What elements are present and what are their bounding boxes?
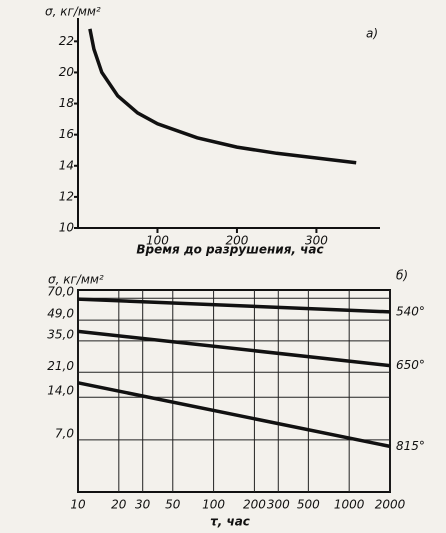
x-tick-label: 2000 (375, 498, 406, 512)
x-tick-label: 30 (135, 498, 151, 512)
data-line (77, 381, 391, 449)
y-tick-label: 20 (59, 65, 75, 79)
y-tick-label: 10 (59, 221, 75, 235)
y-tick-label: 14,0 (47, 384, 74, 398)
data-line (77, 297, 391, 314)
series-label: 650° (396, 358, 425, 372)
y-tick-label: 70,0 (47, 285, 74, 299)
y-tick-label: 22 (59, 34, 74, 48)
x-tick-label: 100 (146, 234, 169, 248)
y-tick-label: 49,0 (47, 307, 74, 321)
series-label: 815° (396, 439, 425, 453)
x-tick-label: 20 (111, 498, 127, 512)
y-tick-label: 21,0 (47, 359, 74, 373)
y-axis-label: σ, кг/мм² (48, 273, 104, 287)
y-tick-label: 18 (59, 96, 75, 110)
x-axis-label: Время до разрушения, час (136, 243, 323, 257)
x-tick-label: 100 (202, 498, 225, 512)
axes (77, 18, 380, 229)
y-tick-label: 16 (59, 127, 75, 141)
y-axis-label: σ, кг/мм² (45, 5, 101, 19)
x-tick-label: 1000 (334, 498, 365, 512)
panel-label: б) (396, 269, 408, 283)
x-tick-label: 200 (243, 498, 266, 512)
y-tick-label: 7,0 (55, 426, 74, 440)
data-line (88, 28, 357, 165)
y-tick-label: 35,0 (47, 327, 74, 341)
data-line (77, 329, 391, 368)
y-tick-label: 14 (59, 158, 74, 172)
x-axis-label: τ, час (210, 515, 250, 529)
x-tick-label: 300 (305, 234, 328, 248)
x-tick-label: 200 (225, 234, 248, 248)
panel-label: а) (366, 27, 378, 41)
y-tick-label: 12 (59, 189, 74, 203)
series-label: 540° (396, 304, 425, 318)
x-tick-label: 50 (165, 498, 181, 512)
x-tick-label: 300 (267, 498, 290, 512)
x-tick-label: 500 (297, 498, 320, 512)
x-tick-label: 10 (70, 498, 86, 512)
